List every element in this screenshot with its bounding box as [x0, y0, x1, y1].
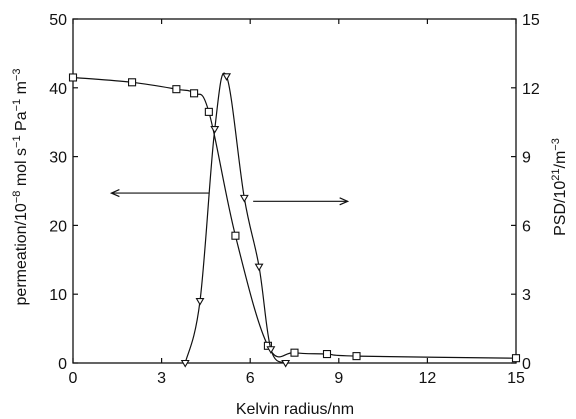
y-right-label-part1: PSD/10 [552, 181, 569, 236]
square-marker [190, 89, 199, 98]
x-tick-label: 9 [334, 370, 343, 387]
y-left-label-sup4: −3 [11, 69, 23, 82]
x-tick-label: 12 [419, 370, 437, 387]
x-tick-label: 3 [157, 370, 166, 387]
y-right-label-sup2: −3 [550, 138, 562, 151]
y-left-tick-label: 50 [49, 12, 67, 29]
triangle-marker [195, 298, 205, 306]
triangle-marker [210, 126, 220, 134]
y-axis-right-label: PSD/1021/m−3 [550, 138, 569, 236]
y-right-tick-label: 9 [522, 150, 531, 167]
y-left-label-part2: mol s [13, 148, 30, 191]
y-left-tick-label: 0 [58, 356, 67, 373]
y-right-tick-label: 12 [522, 81, 540, 98]
y-left-tick-label: 40 [49, 81, 67, 98]
y-right-label-sup1: 21 [550, 168, 562, 180]
y-left-tick-label: 10 [49, 287, 67, 304]
triangle-marker [254, 263, 264, 272]
y-right-tick-label: 3 [522, 287, 531, 304]
x-tick-label: 6 [246, 370, 255, 387]
square-marker [231, 231, 240, 240]
y-right-tick-label: 15 [522, 12, 540, 29]
x-tick-label: 15 [507, 370, 525, 387]
square-marker [322, 350, 332, 359]
square-marker [204, 107, 213, 116]
y-left-tick-label: 30 [49, 150, 67, 167]
y-left-label-part4: m [13, 81, 30, 99]
square-marker [68, 73, 78, 82]
y-axis-left-label: permeation/10−8 mol s−1 Pa−1 m−3 [11, 69, 30, 306]
y-right-tick-label: 6 [522, 218, 531, 235]
series-2-line [184, 72, 287, 364]
annotations-layer [109, 189, 350, 206]
y-left-label-sup3: −1 [11, 99, 23, 112]
square-marker [511, 354, 521, 363]
y-left-tick-label: 20 [49, 218, 67, 235]
series-layer [68, 72, 521, 368]
square-marker [263, 341, 272, 350]
triangle-marker [281, 359, 291, 368]
y-left-label-part3: Pa [13, 111, 30, 135]
y-left-label-sup1: −8 [11, 191, 23, 204]
y-right-tick-label: 0 [522, 356, 531, 373]
square-marker [172, 85, 181, 94]
axes-frame [72, 18, 517, 364]
y-left-label-sup2: −1 [11, 135, 23, 148]
triangle-marker [239, 194, 249, 203]
triangle-marker [222, 73, 232, 81]
y-left-label-part1: permeation/10 [13, 203, 30, 305]
square-marker [290, 348, 299, 357]
triangle-marker [266, 346, 276, 354]
plot-frame [72, 18, 517, 364]
y-right-label-part2: /m [552, 151, 569, 169]
arrow-left-head [109, 189, 120, 198]
square-marker [128, 78, 137, 87]
x-tick-label: 0 [69, 370, 78, 387]
series-1-line [72, 76, 517, 359]
arrow-right-head [339, 197, 350, 206]
triangle-marker [180, 359, 190, 368]
square-marker [352, 352, 361, 361]
x-axis-label: Kelvin radius/nm [236, 401, 354, 418]
